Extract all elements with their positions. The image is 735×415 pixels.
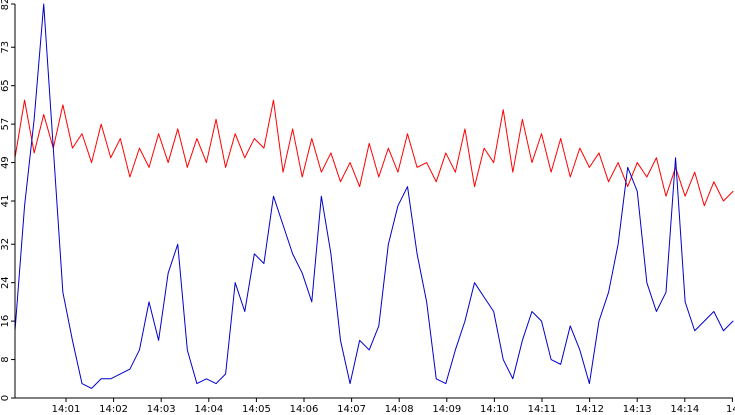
- x-tick-label-0: 14:01: [52, 404, 81, 415]
- series-line-0: [14, 99, 734, 207]
- x-tick-label-4: 14:05: [242, 404, 271, 415]
- x-tick-label-7: 14:08: [385, 404, 414, 415]
- y-tick-label-2: 16: [0, 315, 11, 328]
- x-tick-label-12: 14:13: [623, 404, 652, 415]
- y-tick-label-5: 41: [0, 195, 11, 208]
- y-tick-label-7: 57: [0, 118, 11, 131]
- y-tick-label-6: 49: [0, 156, 11, 169]
- x-tick-label-11: 14:12: [575, 404, 604, 415]
- x-tick-label-1: 14:02: [99, 404, 128, 415]
- y-tick-label-3: 24: [0, 276, 11, 289]
- x-tick-label-6: 14:07: [337, 404, 366, 415]
- x-tick-label-8: 14:09: [432, 404, 461, 415]
- x-tick-label-14: 14: [726, 404, 735, 415]
- y-tick-label-8: 65: [0, 79, 11, 92]
- series-layer: [14, 3, 734, 389]
- x-tick-label-2: 14:03: [147, 404, 176, 415]
- y-tick-label-10: 82: [0, 0, 11, 10]
- y-tick-label-0: 0: [0, 395, 11, 401]
- y-tick-label-1: 8: [0, 356, 11, 362]
- x-tick-label-10: 14:11: [528, 404, 557, 415]
- series-line-1: [14, 3, 734, 389]
- x-tick-label-9: 14:10: [480, 404, 509, 415]
- x-tick-label-13: 14:14: [670, 404, 699, 415]
- x-tick-label-5: 14:06: [290, 404, 319, 415]
- x-tick-label-3: 14:04: [194, 404, 223, 415]
- y-tick-label-4: 32: [0, 238, 11, 251]
- y-tick-label-9: 73: [0, 41, 11, 54]
